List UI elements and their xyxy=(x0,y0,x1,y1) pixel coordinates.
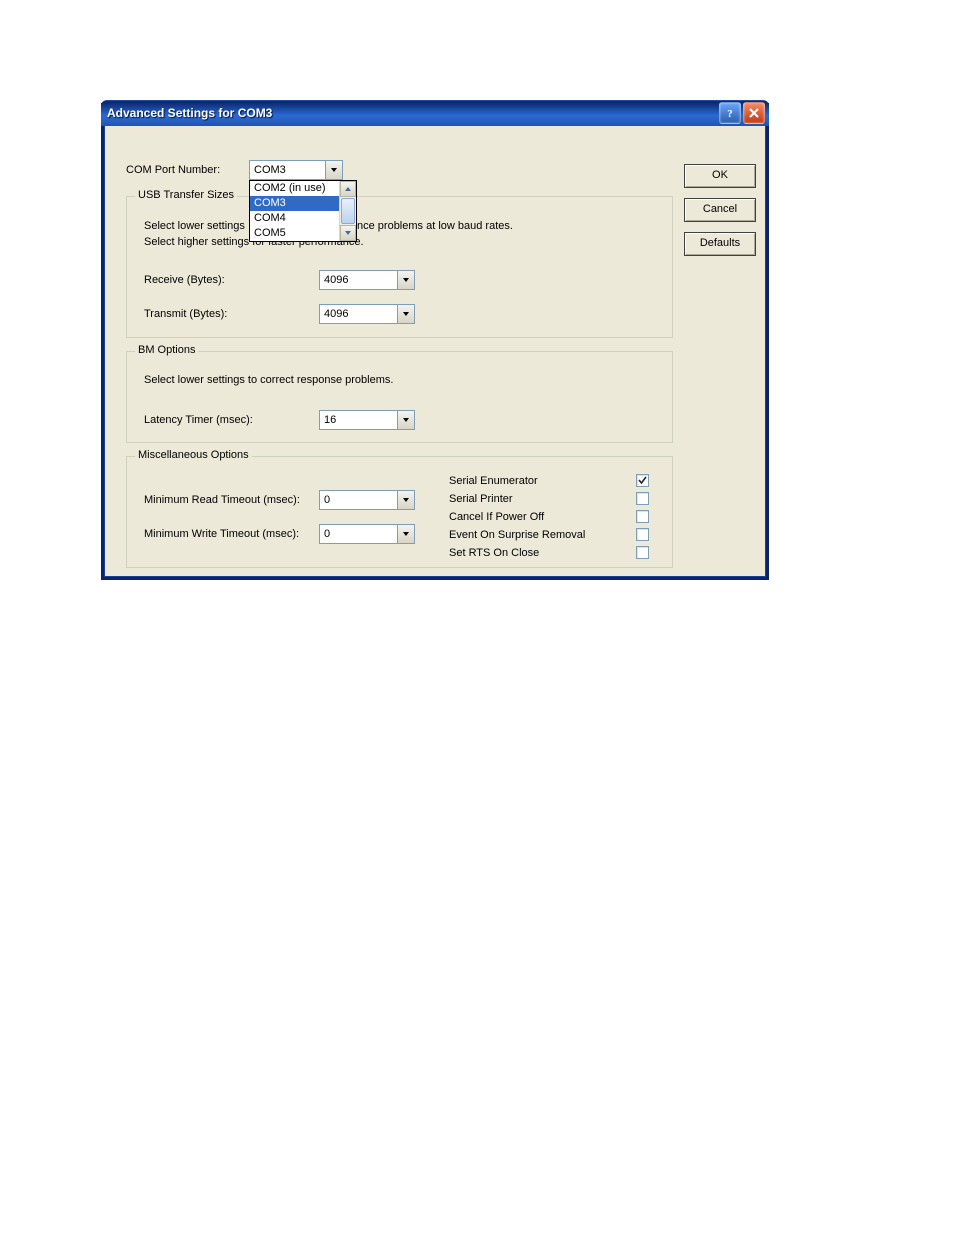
close-icon xyxy=(748,107,760,119)
chevron-down-icon xyxy=(397,491,414,509)
min-write-label: Minimum Write Timeout (msec): xyxy=(144,528,299,540)
check-label: Event On Surprise Removal xyxy=(449,529,585,541)
set-rts-on-close-checkbox[interactable] xyxy=(636,546,649,559)
latency-label: Latency Timer (msec): xyxy=(144,414,253,426)
chevron-down-icon xyxy=(397,411,414,429)
chevron-down-icon xyxy=(325,161,342,179)
latency-value: 16 xyxy=(320,414,397,426)
event-on-surprise-removal-checkbox[interactable] xyxy=(636,528,649,541)
com-port-value: COM3 xyxy=(250,164,325,176)
window-title: Advanced Settings for COM3 xyxy=(107,106,719,120)
min-write-value: 0 xyxy=(320,528,397,540)
bm-legend: BM Options xyxy=(135,344,198,356)
titlebar[interactable]: Advanced Settings for COM3 ? xyxy=(101,100,769,126)
check-label: Serial Enumerator xyxy=(449,475,538,487)
cancel-if-power-off-checkbox[interactable] xyxy=(636,510,649,523)
serial-enumerator-checkbox[interactable] xyxy=(636,474,649,487)
usb-hint1-prefix: Select lower settings xyxy=(144,220,245,232)
com-port-dropdown[interactable]: COM2 (in use) COM3 COM4 COM5 xyxy=(249,180,357,242)
min-read-value: 0 xyxy=(320,494,397,506)
min-write-combo[interactable]: 0 xyxy=(319,524,415,544)
serial-printer-checkbox[interactable] xyxy=(636,492,649,505)
transmit-value: 4096 xyxy=(320,308,397,320)
close-button[interactable] xyxy=(743,102,765,124)
client-area: OK Cancel Defaults COM Port Number: COM3… xyxy=(104,126,766,577)
scroll-thumb[interactable] xyxy=(341,198,355,224)
bm-hint: Select lower settings to correct respons… xyxy=(144,374,393,386)
chevron-down-icon xyxy=(397,525,414,543)
check-label: Cancel If Power Off xyxy=(449,511,544,523)
scroll-up-button[interactable] xyxy=(340,181,356,197)
com-port-combo[interactable]: COM3 xyxy=(249,160,343,180)
transmit-label: Transmit (Bytes): xyxy=(144,308,227,320)
checkmark-icon xyxy=(637,475,648,486)
check-label: Set RTS On Close xyxy=(449,547,539,559)
misc-groupbox: Miscellaneous Options xyxy=(126,456,673,568)
chevron-down-icon xyxy=(397,271,414,289)
dialog-window: Advanced Settings for COM3 ? OK Cancel D… xyxy=(101,103,769,580)
usb-legend: USB Transfer Sizes xyxy=(135,189,237,201)
min-read-combo[interactable]: 0 xyxy=(319,490,415,510)
dropdown-scrollbar[interactable] xyxy=(339,181,356,241)
svg-text:?: ? xyxy=(727,108,733,119)
defaults-button[interactable]: Defaults xyxy=(684,232,756,256)
latency-combo[interactable]: 16 xyxy=(319,410,415,430)
transmit-combo[interactable]: 4096 xyxy=(319,304,415,324)
com-port-label: COM Port Number: xyxy=(126,164,220,176)
ok-button[interactable]: OK xyxy=(684,164,756,188)
min-read-label: Minimum Read Timeout (msec): xyxy=(144,494,300,506)
receive-value: 4096 xyxy=(320,274,397,286)
check-label: Serial Printer xyxy=(449,493,513,505)
scroll-down-button[interactable] xyxy=(340,225,356,241)
chevron-down-icon xyxy=(397,305,414,323)
misc-legend: Miscellaneous Options xyxy=(135,449,252,461)
cancel-button[interactable]: Cancel xyxy=(684,198,756,222)
receive-combo[interactable]: 4096 xyxy=(319,270,415,290)
receive-label: Receive (Bytes): xyxy=(144,274,225,286)
usb-hint1-tail: nce problems at low baud rates. xyxy=(357,220,513,232)
help-icon: ? xyxy=(724,107,736,119)
help-button[interactable]: ? xyxy=(719,102,741,124)
